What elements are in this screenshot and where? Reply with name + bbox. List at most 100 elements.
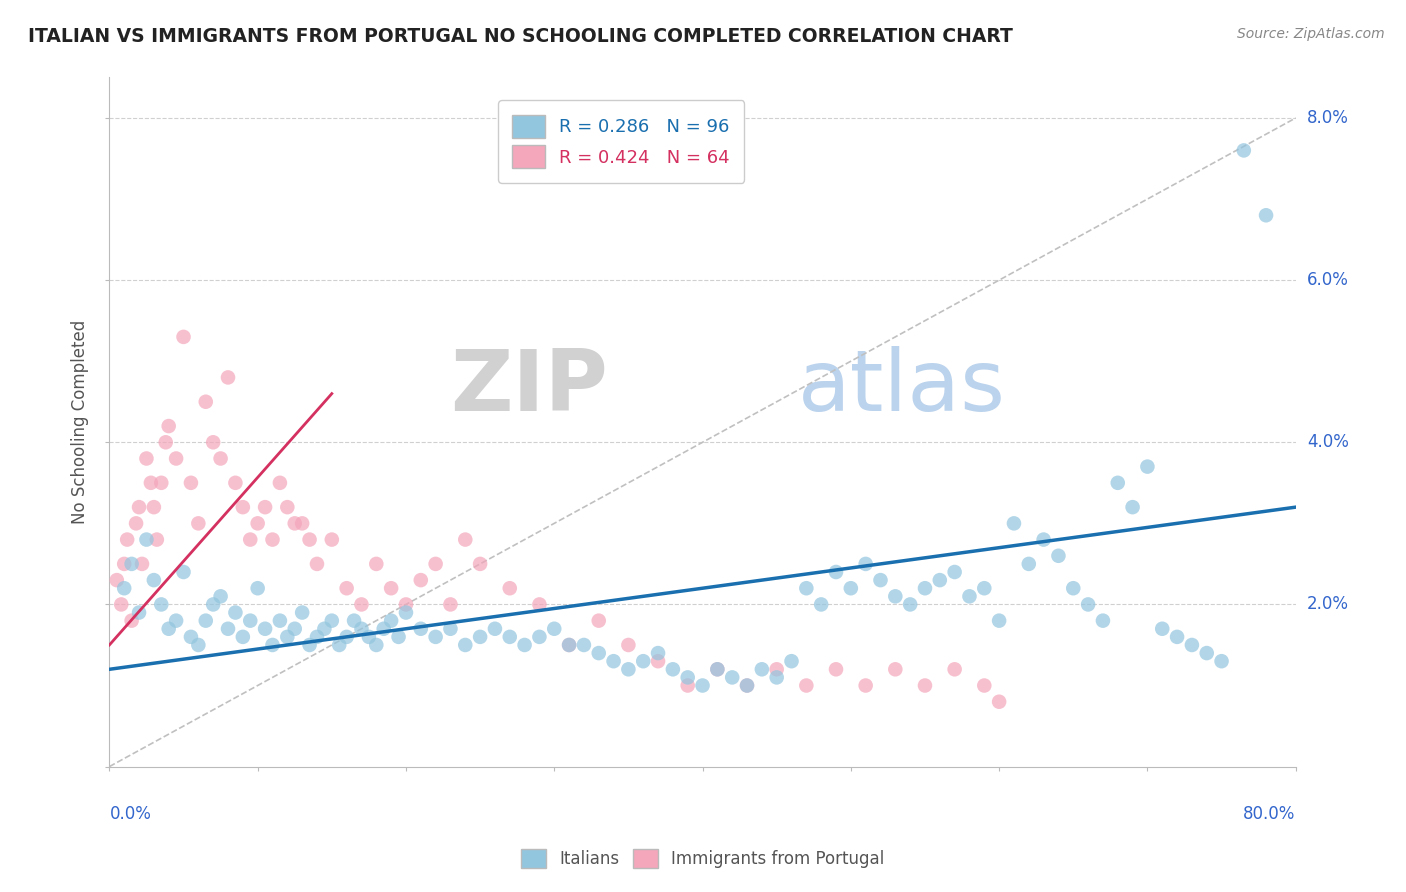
Point (194, 614, 217, 628)
Text: atlas: atlas (797, 346, 1005, 429)
Point (409, 573, 432, 587)
Point (395, 606, 418, 620)
Point (425, 557, 447, 571)
Point (988, 695, 1011, 709)
Point (780, 654, 803, 668)
Point (1002, 516, 1025, 531)
Point (1195, 646, 1218, 660)
Point (146, 533, 169, 547)
Point (572, 638, 595, 652)
Point (305, 557, 328, 571)
Text: 0.0%: 0.0% (110, 805, 152, 823)
Point (314, 622, 336, 636)
Text: 80.0%: 80.0% (1243, 805, 1296, 823)
Point (269, 475, 291, 490)
Point (165, 614, 187, 628)
Point (439, 622, 461, 636)
Point (914, 679, 936, 693)
Point (121, 614, 143, 628)
Point (202, 598, 225, 612)
Point (1107, 475, 1129, 490)
Point (165, 451, 187, 466)
Point (131, 557, 153, 571)
Text: 4.0%: 4.0% (1306, 434, 1348, 451)
Point (217, 622, 239, 636)
Point (617, 638, 640, 652)
Point (157, 419, 180, 434)
Point (1136, 459, 1159, 474)
Text: ITALIAN VS IMMIGRANTS FROM PORTUGAL NO SCHOOLING COMPLETED CORRELATION CHART: ITALIAN VS IMMIGRANTS FROM PORTUGAL NO S… (28, 27, 1012, 45)
Point (529, 598, 551, 612)
Point (173, 565, 195, 579)
Point (662, 662, 685, 676)
Point (150, 475, 173, 490)
Point (631, 654, 654, 668)
Point (135, 451, 157, 466)
Point (735, 679, 758, 693)
Point (676, 670, 699, 684)
Point (142, 573, 165, 587)
Y-axis label: No Schooling Completed: No Schooling Completed (72, 320, 89, 524)
Legend: R = 0.286   N = 96, R = 0.424   N = 64: R = 0.286 N = 96, R = 0.424 N = 64 (498, 100, 745, 183)
Point (796, 581, 818, 595)
Point (387, 630, 409, 644)
Point (706, 662, 728, 676)
Point (284, 516, 307, 531)
Point (617, 662, 640, 676)
Point (647, 646, 669, 660)
Point (884, 662, 907, 676)
Point (224, 606, 246, 620)
Point (350, 622, 373, 636)
Point (796, 679, 818, 693)
Point (499, 581, 522, 595)
Point (336, 630, 359, 644)
Point (468, 557, 491, 571)
Point (1062, 581, 1084, 595)
Point (180, 630, 202, 644)
Point (305, 630, 328, 644)
Point (121, 557, 143, 571)
Point (232, 500, 254, 515)
Point (676, 679, 699, 693)
Point (142, 500, 165, 515)
Point (1091, 614, 1114, 628)
Point (115, 533, 138, 547)
Point (254, 500, 277, 515)
Point (328, 638, 350, 652)
Point (232, 630, 254, 644)
Point (898, 598, 921, 612)
Point (484, 622, 506, 636)
Point (558, 638, 581, 652)
Point (855, 557, 877, 571)
Point (588, 614, 610, 628)
Point (765, 670, 787, 684)
Point (1152, 622, 1174, 636)
Point (373, 622, 395, 636)
Point (1047, 549, 1070, 563)
Point (284, 622, 307, 636)
Text: ZIP: ZIP (450, 346, 607, 429)
Text: 6.0%: 6.0% (1306, 271, 1348, 289)
Point (529, 630, 551, 644)
Point (128, 500, 150, 515)
Point (350, 598, 373, 612)
Point (959, 590, 981, 604)
Point (217, 370, 239, 384)
Point (513, 638, 536, 652)
Point (1233, 144, 1256, 158)
Point (321, 614, 343, 628)
Point (988, 614, 1011, 628)
Point (105, 573, 128, 587)
Point (1254, 208, 1277, 222)
Point (855, 679, 877, 693)
Point (1077, 598, 1099, 612)
Point (1122, 500, 1144, 515)
Text: 8.0%: 8.0% (1306, 109, 1348, 127)
Point (298, 533, 321, 547)
Point (336, 581, 359, 595)
Point (1181, 638, 1204, 652)
Point (343, 614, 366, 628)
Point (914, 581, 936, 595)
Point (543, 622, 565, 636)
Point (254, 622, 277, 636)
